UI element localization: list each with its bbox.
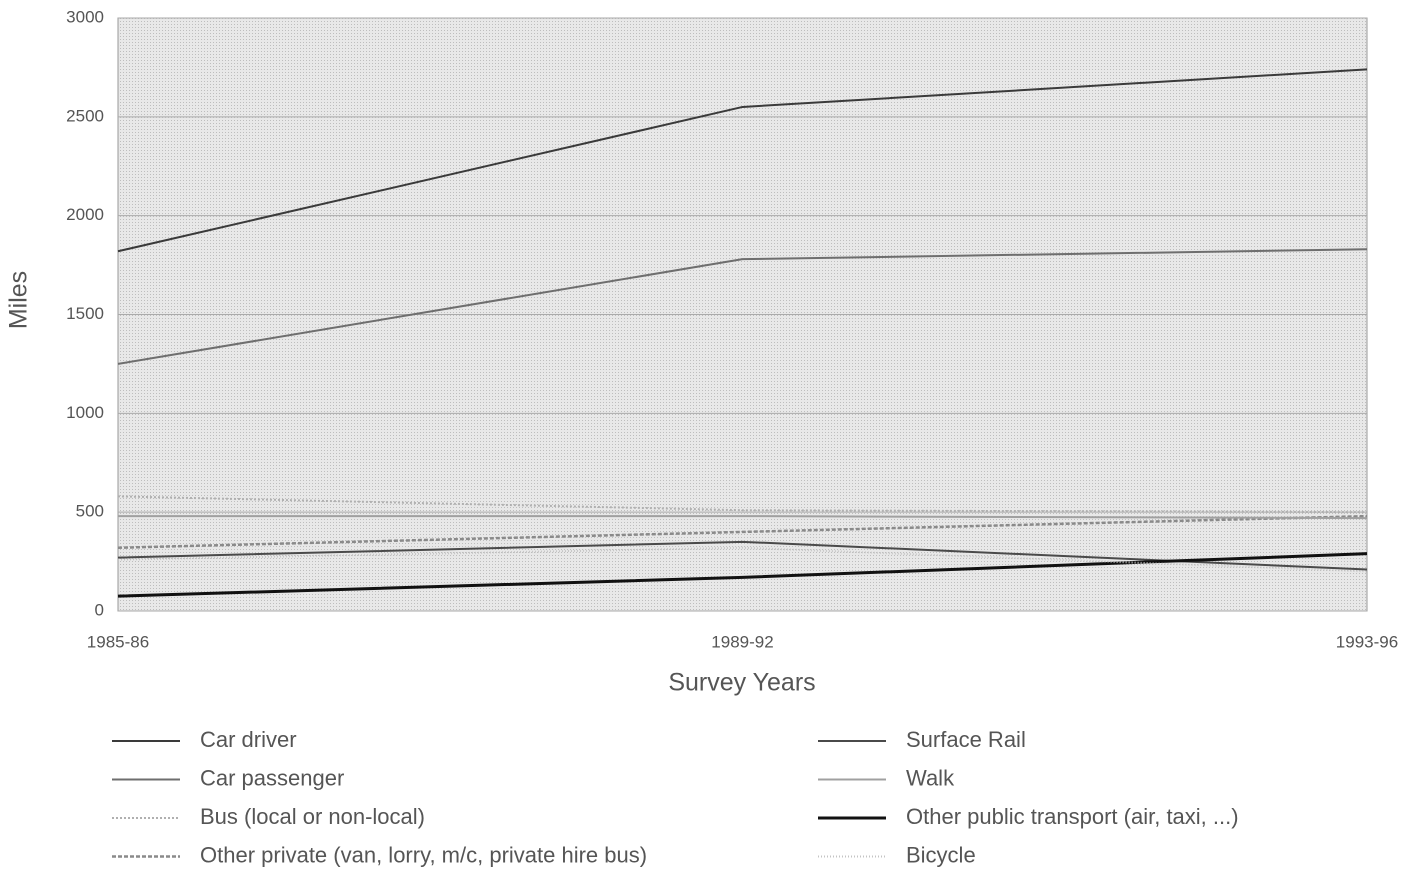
series-line: [117, 495, 1368, 514]
series-line: [117, 514, 1368, 549]
x-tick-label: 1993-96: [1336, 632, 1398, 651]
series-line: [117, 546, 1368, 573]
y-axis-title: Miles: [5, 271, 33, 329]
y-tick-label: 2500: [66, 106, 104, 125]
series-line: [117, 68, 1368, 253]
legend-label: Other public transport (air, taxi, ...): [906, 804, 1239, 829]
legend-label: Bus (local or non-local): [200, 804, 425, 829]
series-line: [117, 248, 1368, 365]
legend-label: Walk: [906, 765, 955, 790]
legend-label: Other private (van, lorry, m/c, private …: [200, 842, 647, 867]
legend-label: Bicycle: [906, 842, 976, 867]
y-tick-label: 0: [95, 600, 104, 619]
y-tick-label: 1000: [66, 403, 104, 422]
y-tick-label: 3000: [66, 7, 104, 26]
x-axis-title: Survey Years: [668, 669, 815, 697]
legend-label: Surface Rail: [906, 727, 1026, 752]
legend-label: Car passenger: [200, 765, 344, 790]
y-tick-label: 1500: [66, 304, 104, 323]
y-tick-label: 500: [76, 502, 104, 521]
y-tick-label: 2000: [66, 205, 104, 224]
x-tick-label: 1989-92: [711, 632, 773, 651]
series-line: [118, 515, 1368, 520]
series-line: [117, 552, 1368, 598]
x-tick-label: 1985-86: [87, 632, 149, 651]
legend-label: Car driver: [200, 727, 297, 752]
